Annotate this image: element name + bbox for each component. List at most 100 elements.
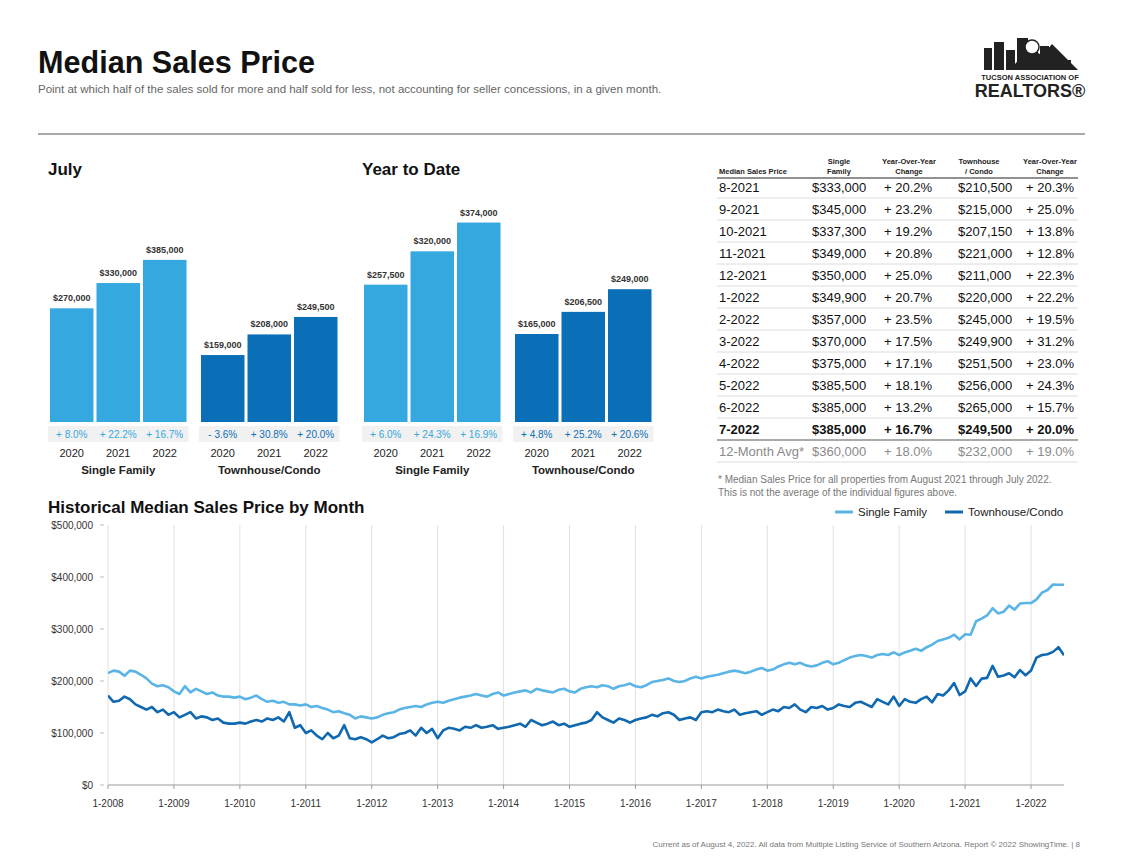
x-tick (635, 785, 636, 789)
x-tick-label: 1-2022 (1015, 798, 1047, 809)
table-cell: $349,000 (812, 246, 866, 261)
table-header-line: Change (1036, 167, 1064, 176)
logo-building (1063, 60, 1071, 70)
y-tick (100, 733, 104, 734)
table-cell: 3-2022 (719, 334, 759, 349)
table-header-line: Single (828, 157, 851, 166)
data-label: $257,500 (367, 270, 405, 280)
change-label: - 3.6% (208, 429, 237, 440)
table-row-line (717, 198, 1078, 199)
table-header: Year-Over-YearChange (882, 157, 936, 176)
x-tick-label: 2021 (571, 447, 595, 459)
x-tick-label: 1-2021 (950, 798, 982, 809)
table-cell: + 20.0% (1026, 422, 1075, 437)
x-tick-label: 2020 (374, 447, 398, 459)
bar (608, 289, 652, 422)
table-cell: 12-Month Avg* (719, 444, 804, 459)
logo-building (1006, 50, 1015, 70)
table-header-line: Year-Over-Year (1023, 157, 1077, 166)
bar (364, 285, 408, 422)
change-label: + 16.7% (146, 429, 183, 440)
grid-line (437, 525, 438, 785)
bar (294, 317, 338, 422)
x-tick (108, 785, 109, 789)
x-tick (1031, 785, 1032, 789)
x-tick (833, 785, 834, 789)
table-header-line: Year-Over-Year (882, 157, 936, 166)
grid-line (173, 525, 174, 785)
table-cell: 8-2021 (719, 180, 759, 195)
table-cell: $357,000 (812, 312, 866, 327)
x-tick (371, 785, 372, 789)
x-tick-label: 2021 (420, 447, 444, 459)
x-tick-label: 1-2019 (818, 798, 850, 809)
y-tick (100, 577, 104, 578)
grid-line (569, 525, 570, 785)
title: Median Sales Price (38, 44, 315, 80)
data-label: $249,500 (297, 302, 335, 312)
legend-label: Townhouse/Condo (968, 506, 1063, 518)
table-cell: + 19.5% (1026, 312, 1075, 327)
y-tick-label: $100,000 (51, 728, 93, 739)
data-label: $374,000 (460, 208, 498, 218)
lines (108, 585, 1064, 743)
y-tick (100, 525, 104, 526)
table-cell: $207,150 (958, 224, 1012, 239)
bar (97, 283, 141, 422)
table-cell: + 20.8% (884, 246, 933, 261)
x-tick-label: 1-2011 (291, 798, 322, 809)
table-row-line (717, 352, 1078, 353)
table-cell: $249,500 (958, 422, 1012, 437)
y-tick (100, 785, 104, 786)
change-label: + 20.0% (297, 429, 334, 440)
table-cell: $375,000 (812, 356, 866, 371)
x-tick (569, 785, 570, 789)
table-row-line (717, 308, 1078, 309)
table-cell: + 22.3% (1026, 268, 1075, 283)
table-cell: + 23.0% (1026, 356, 1075, 371)
table-cell: 6-2022 (719, 400, 759, 415)
table-cell: $385,000 (812, 400, 866, 415)
table-cell: $265,000 (958, 400, 1012, 415)
bar (515, 334, 559, 422)
table-cell: $337,300 (812, 224, 866, 239)
x-tick-label: 2021 (106, 447, 130, 459)
data-label: $385,000 (146, 245, 184, 255)
change-label: + 4.8% (521, 429, 553, 440)
x-tick (239, 785, 240, 789)
table-cell: $232,000 (958, 444, 1012, 459)
x-tick-label: 1-2020 (884, 798, 916, 809)
table-cell: 5-2022 (719, 378, 759, 393)
x-tick-label: 1-2008 (92, 798, 124, 809)
group-label: Townhouse/Condo (532, 464, 635, 476)
x-tick-label: 1-2012 (356, 798, 388, 809)
table-row-line (717, 264, 1078, 265)
table-cell: $333,000 (812, 180, 866, 195)
data-label: $208,000 (250, 319, 288, 329)
table-cell: $385,000 (812, 422, 866, 437)
table-cell: + 23.5% (884, 312, 933, 327)
x-tick-label: 1-2015 (554, 798, 586, 809)
logo: TUCSON ASSOCIATION OFREALTORS® (975, 38, 1086, 101)
footnote: This is not the average of the individua… (718, 487, 957, 498)
chart-title: Historical Median Sales Price by Month (48, 498, 364, 517)
grid-line (239, 525, 240, 785)
table-header-line: Change (895, 167, 923, 176)
grid-line (833, 525, 834, 785)
footer: Current as of August 4, 2022. All data f… (653, 840, 1081, 849)
bar (143, 260, 187, 422)
table-cell: + 13.2% (884, 400, 933, 415)
table-header-line: / Condo (965, 167, 993, 176)
grid-line (371, 525, 372, 785)
change-label: + 6.0% (370, 429, 402, 440)
data-label: $159,000 (204, 340, 242, 350)
grid-line (1031, 525, 1032, 785)
x-tick (437, 785, 438, 789)
table-cell: + 19.0% (1026, 444, 1075, 459)
grid-line (305, 525, 306, 785)
table-header: SingleFamily (827, 157, 852, 176)
table-cell: $256,000 (958, 378, 1012, 393)
data-label: $206,500 (564, 297, 602, 307)
table-cell: + 17.1% (884, 356, 933, 371)
change-label: + 24.3% (414, 429, 451, 440)
